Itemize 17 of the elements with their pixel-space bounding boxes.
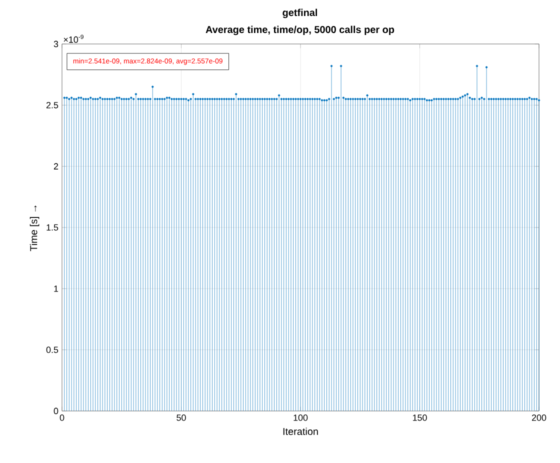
y-tick-label: 3	[54, 40, 58, 48]
y-tick-label: 0	[54, 408, 58, 414]
chart-subtitle: Average time, time/op, 5000 calls per op	[206, 26, 394, 36]
x-tick-label: 0	[60, 414, 64, 421]
x-tick-label: 50	[176, 414, 186, 421]
y-tick-label: 1	[54, 286, 58, 292]
x-tick-label: 100	[294, 414, 308, 421]
y-tick-label: 2	[54, 163, 58, 170]
y-tick-label: 0.5	[46, 346, 58, 353]
x-axis-title: Iteration	[283, 428, 318, 436]
chart-title: getfinal	[282, 8, 318, 18]
x-tick-label: 200	[532, 414, 546, 421]
text: ×10$^{-9}$	[64, 34, 84, 43]
x-tick-label: 150	[412, 414, 427, 421]
y-axis-title: Time [s] →	[30, 206, 40, 252]
y-tick-label: 1.5	[46, 224, 58, 231]
y-tick-label: 2.5	[46, 102, 58, 108]
